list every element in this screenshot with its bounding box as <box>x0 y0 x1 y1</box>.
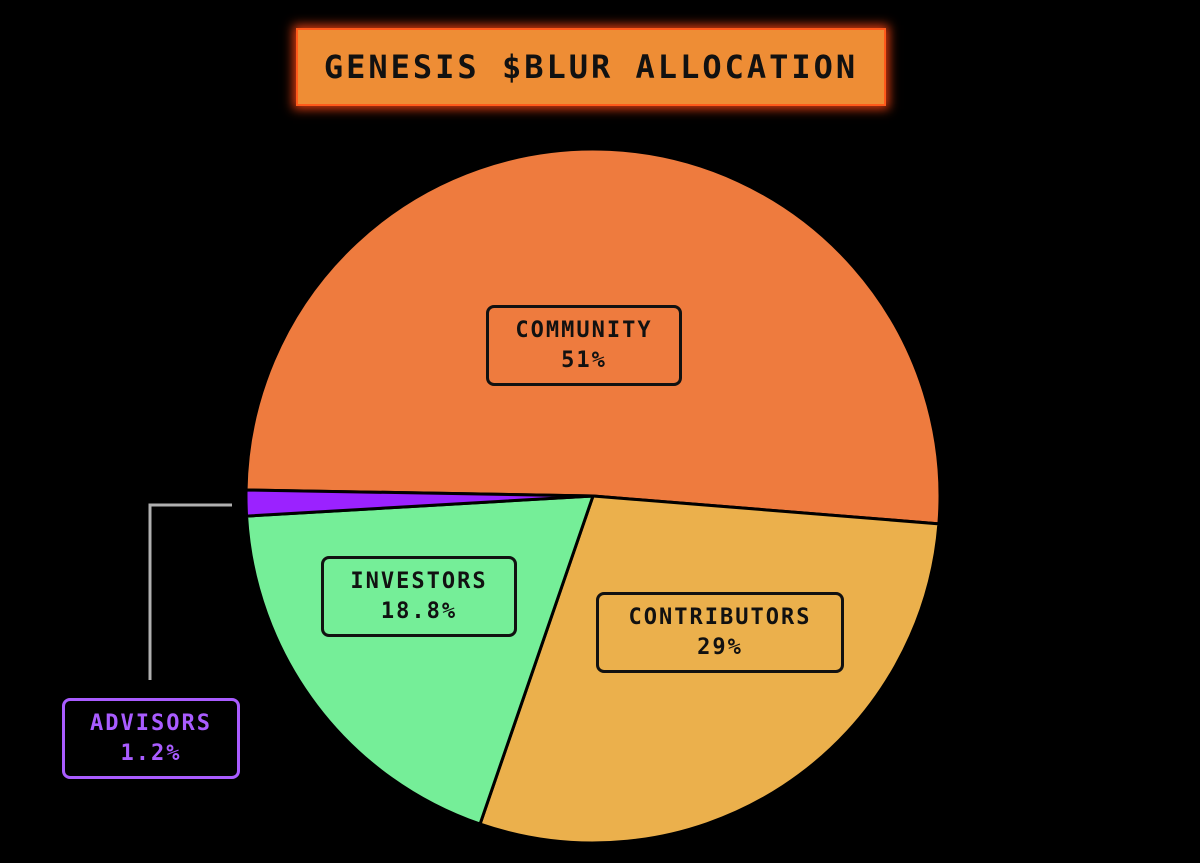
pie-slice-advisors <box>244 488 595 518</box>
label-community-name: COMMUNITY <box>515 317 653 343</box>
advisors-leader-line <box>148 503 232 680</box>
label-investors: INVESTORS 18.8% <box>321 556 517 637</box>
label-advisors-name: ADVISORS <box>90 710 212 736</box>
chart-title: GENESIS $BLUR ALLOCATION <box>323 48 859 86</box>
label-community-value: 51% <box>561 347 607 373</box>
label-advisors-value: 1.2% <box>120 740 182 766</box>
label-advisors: ADVISORS 1.2% <box>62 698 240 779</box>
pie-slice-contributors <box>478 494 941 845</box>
pie-slice-community <box>244 147 942 526</box>
label-investors-value: 18.8% <box>380 598 458 624</box>
chart-title-box: GENESIS $BLUR ALLOCATION <box>296 28 886 106</box>
label-community: COMMUNITY 51% <box>486 305 682 386</box>
pie-slice-investors <box>245 494 595 826</box>
label-investors-name: INVESTORS <box>350 568 488 594</box>
label-contributors: CONTRIBUTORS 29% <box>596 592 844 673</box>
label-contributors-value: 29% <box>697 634 743 660</box>
label-contributors-name: CONTRIBUTORS <box>628 604 812 630</box>
